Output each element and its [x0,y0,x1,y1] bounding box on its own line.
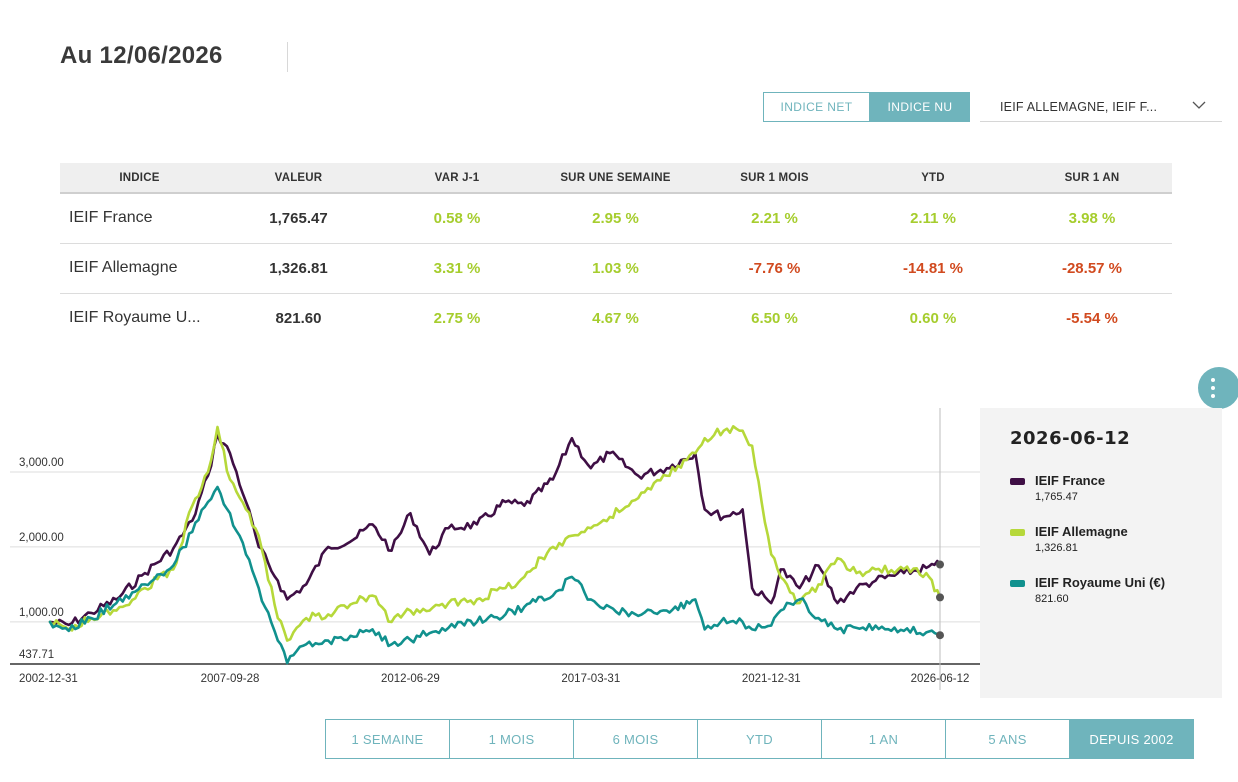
y-tick-label: 2,000.00 [19,532,64,544]
column-header: VALEUR [219,163,378,194]
index-selector-dropdown[interactable]: IEIF ALLEMAGNE, IEIF F... [980,92,1222,122]
index-type-toggle: INDICE NET INDICE NU [763,92,970,122]
x-tick-label: 2002-12-31 [19,673,78,685]
chevron-down-icon [1192,101,1206,109]
period-selector: 1 SEMAINE 1 MOIS 6 MOIS YTD 1 AN 5 ANS DEPUIS … [325,719,1194,759]
x-tick-label: 2026-06-12 [911,673,970,685]
x-tick-label: 2021-12-31 [742,673,801,685]
index-selector-value: IEIF ALLEMAGNE, IEIF F... [1000,99,1158,114]
column-header: SUR 1 MOIS [695,163,854,194]
more-dot [1211,394,1215,398]
column-header: SUR 1 AN [1012,163,1172,194]
performance-cell: 1.03 % [536,243,695,294]
series-line-ieif-france [48,433,942,627]
period-button-5-ans[interactable]: 5 ANS [945,719,1070,759]
x-tick-label: 2012-06-29 [381,673,440,685]
series-line-ieif-royaume-uni [48,485,942,665]
legend-swatch [1010,580,1025,587]
legend-item[interactable]: IEIF Allemagne 1,326.81 [1010,524,1222,554]
performance-cell: -5.54 % [1066,309,1118,327]
legend-swatch [1010,529,1025,536]
period-button-1-mois[interactable]: 1 MOIS [449,719,574,759]
index-value: 1,326.81 [219,243,378,294]
legend-series-name: IEIF Allemagne [1035,524,1128,539]
performance-cell: 2.95 % [536,193,695,244]
series-end-point [936,560,944,569]
column-header: VAR J-1 [378,163,536,194]
legend-date: 2026-06-12 [1010,428,1131,449]
index-name: IEIF France [60,193,219,244]
legend-item[interactable]: IEIF Royaume Uni (€) 821.60 [1010,575,1222,605]
performance-cell: -28.57 % [1012,243,1172,294]
performance-cell: 2.75 % [433,309,481,327]
performance-cell: 2.21 % [695,193,854,244]
index-value: 1,765.47 [219,193,378,244]
performance-table: INDICE VALEUR VAR J-1 SUR UNE SEMAINE SU… [60,163,1172,343]
page-title: Au 12/06/2026 [60,42,223,69]
legend-series-name: IEIF France [1035,473,1106,488]
index-name: IEIF Royaume U... [69,309,201,327]
performance-cell: 3.98 % [1012,193,1172,244]
table-header-row: INDICE VALEUR VAR J-1 SUR UNE SEMAINE SU… [60,163,1172,194]
x-tick-label: 2007-09-28 [201,673,260,685]
legend-series-value: 1,765.47 [1035,491,1078,503]
performance-cell: 2.11 % [854,193,1012,244]
period-button-depuis-2002[interactable]: DEPUIS 2002 [1069,719,1194,759]
y-tick-label: 3,000.00 [19,457,64,469]
x-tick-label: 2017-03-31 [561,673,620,685]
table-row: IEIF Allemagne 1,326.81 3.31 % 1.03 % -7.76 … [60,243,1172,294]
indice-nu-button[interactable]: INDICE NU [870,92,970,122]
series-end-point [936,593,944,602]
legend-item[interactable]: IEIF France 1,765.47 [1010,473,1222,503]
chart-legend-panel: 2026-06-12 IEIF France 1,765.47 IEIF All… [980,408,1222,698]
performance-cell: 0.58 % [378,193,536,244]
index-history-chart[interactable]: 437.71 1,000.00 2,000.00 3,000.00 2002-12-3… [0,400,980,700]
y-tick-label: 1,000.00 [19,607,64,619]
performance-cell: 0.60 % [909,309,957,327]
legend-swatch [1010,478,1025,485]
column-header: INDICE [60,163,219,194]
title-divider [287,42,288,72]
index-value: 821.60 [275,309,322,327]
period-button-6-mois[interactable]: 6 MOIS [573,719,698,759]
indice-net-button[interactable]: INDICE NET [763,92,870,122]
performance-cell: -7.76 % [695,243,854,294]
period-button-1-an[interactable]: 1 AN [821,719,946,759]
column-header: SUR UNE SEMAINE [536,163,695,194]
more-dot [1211,386,1215,390]
index-name: IEIF Allemagne [60,243,219,294]
column-header: YTD [854,163,1012,194]
performance-cell: 4.67 % [592,309,639,327]
y-tick-label: 437.71 [19,649,54,661]
period-button-1-semaine[interactable]: 1 SEMAINE [325,719,450,759]
period-button-ytd[interactable]: YTD [697,719,822,759]
performance-cell: 6.50 % [751,309,798,327]
series-end-point [936,631,944,640]
legend-series-value: 1,326.81 [1035,542,1078,554]
more-options-button[interactable] [1198,367,1238,409]
table-row: IEIF Royaume U... 821.60 2.75 % 4.67 % 6.50 … [60,293,1172,343]
performance-cell: -14.81 % [854,243,1012,294]
table-row: IEIF France 1,765.47 0.58 % 2.95 % 2.21 % 2.1… [60,193,1172,244]
series-line-ieif-allemagne [48,424,942,642]
legend-series-name: IEIF Royaume Uni (€) [1035,575,1166,590]
legend-series-value: 821.60 [1035,593,1069,605]
performance-cell: 3.31 % [378,243,536,294]
more-dot [1211,378,1215,382]
